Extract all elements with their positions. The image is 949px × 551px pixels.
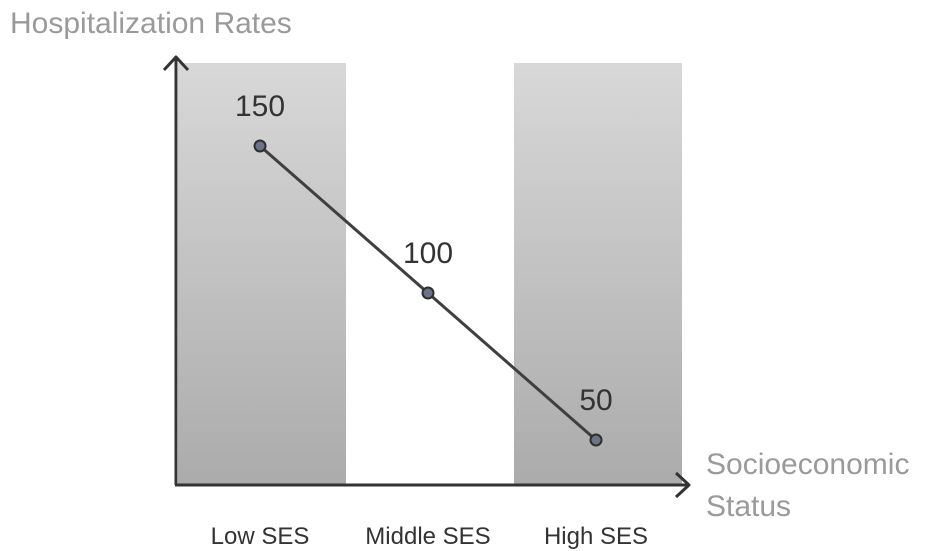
x-tick-label: Low SES bbox=[211, 523, 310, 550]
band-low-ses bbox=[178, 63, 346, 485]
data-label: 100 bbox=[403, 237, 453, 270]
x-axis-title-line-2: Status bbox=[706, 490, 791, 523]
data-point bbox=[589, 433, 603, 447]
x-tick-label: Middle SES bbox=[365, 523, 490, 550]
data-point bbox=[253, 139, 267, 153]
data-point bbox=[421, 286, 435, 300]
data-label: 50 bbox=[579, 384, 612, 417]
x-axis-arrow-icon bbox=[674, 471, 691, 499]
x-tick-label: High SES bbox=[544, 523, 648, 550]
data-label: 150 bbox=[235, 90, 285, 123]
x-axis-title-line-1: Socioeconomic bbox=[706, 448, 909, 481]
band-high-ses bbox=[514, 63, 682, 485]
y-axis-arrow-icon bbox=[162, 55, 190, 72]
y-axis-title: Hospitalization Rates bbox=[10, 7, 292, 40]
